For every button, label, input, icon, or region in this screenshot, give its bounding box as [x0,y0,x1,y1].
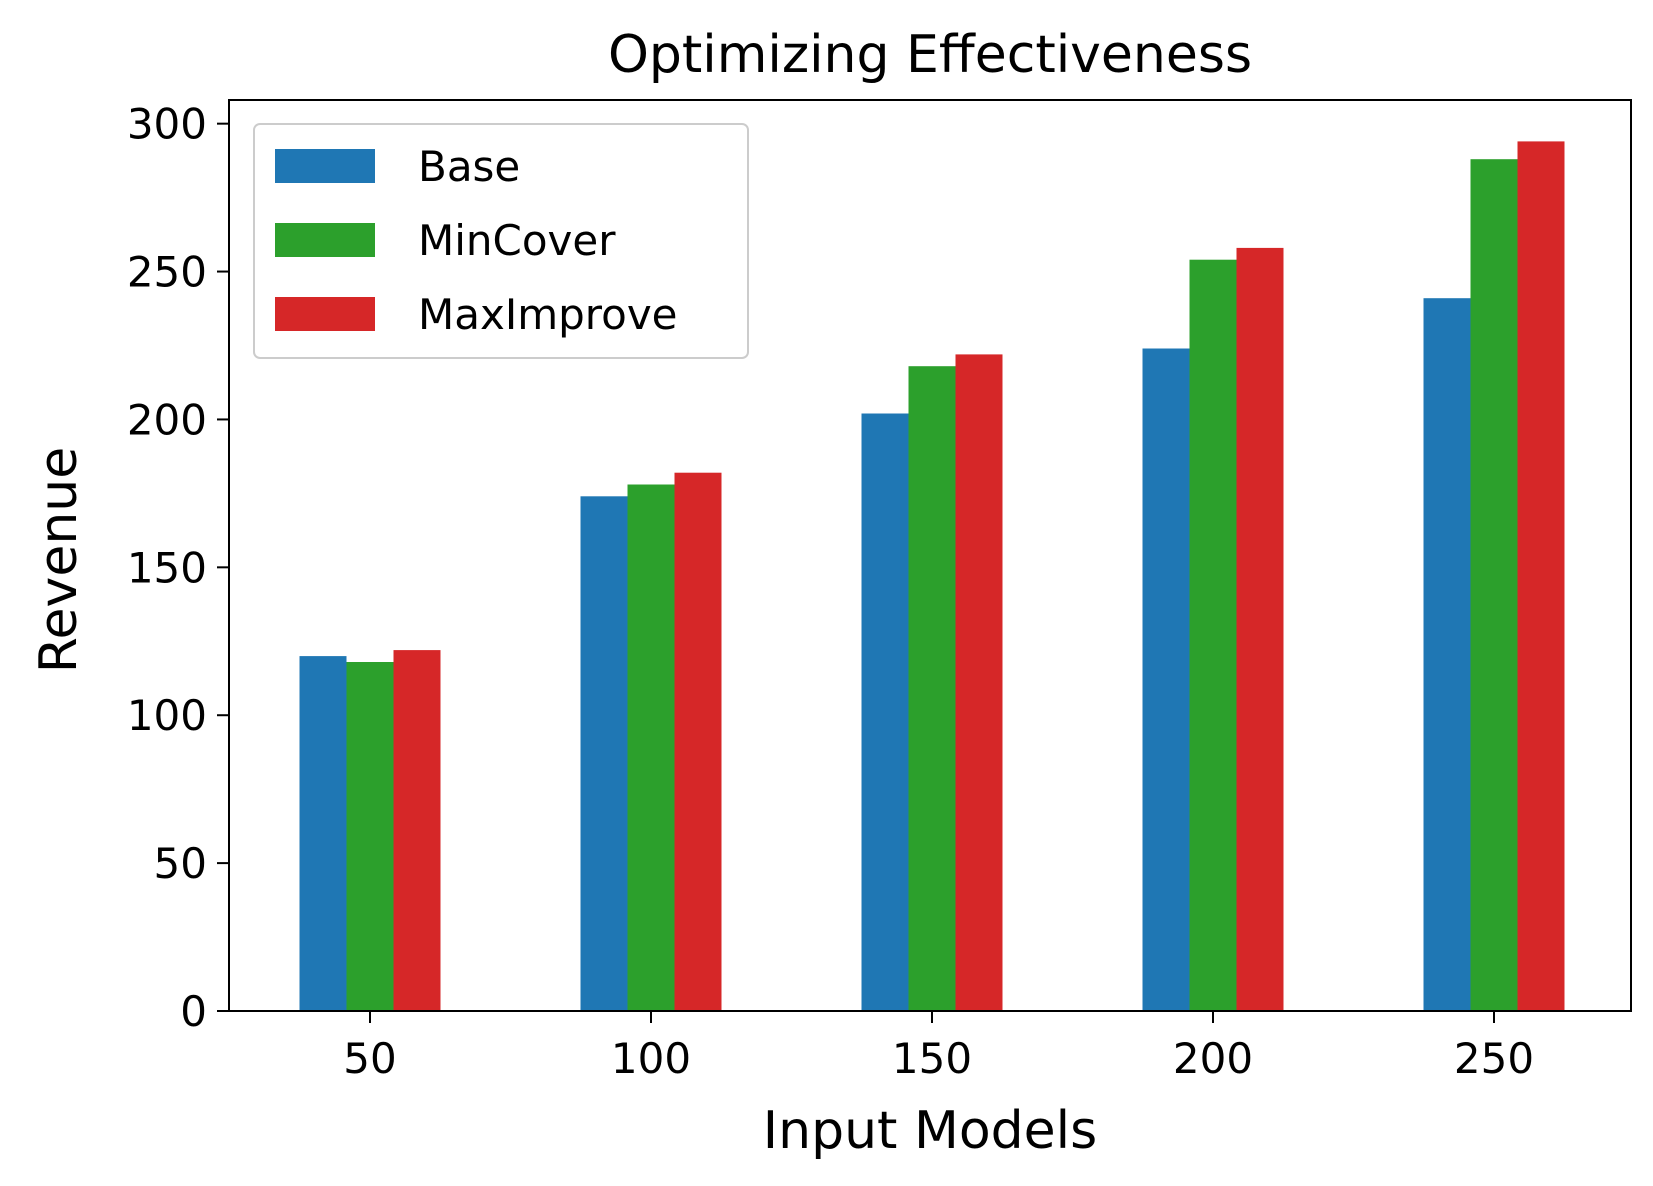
bar-maximprove-200 [1236,247,1284,1011]
y-tick-label: 250 [127,248,207,297]
legend-swatch-maximprove [275,297,375,331]
bar-maximprove-250 [1517,141,1565,1011]
y-tick-label: 150 [127,543,207,592]
bar-mincover-250 [1470,159,1518,1011]
legend-swatch-base [275,149,375,183]
bar-mincover-150 [908,366,956,1011]
bars-group [299,141,1565,1011]
bar-mincover-200 [1189,259,1237,1011]
y-tick-label: 50 [154,839,207,888]
bar-base-50 [299,656,347,1011]
y-tick-label: 0 [180,987,207,1036]
legend: Base MinCover MaxImprove [253,123,749,359]
x-tick-label: 50 [343,1034,396,1083]
x-tick-label: 200 [1173,1034,1253,1083]
bar-mincover-50 [346,662,394,1011]
x-tick-label: 100 [611,1034,691,1083]
legend-label-maximprove: MaxImprove [418,290,678,339]
x-axis-label: Input Models [763,1101,1097,1161]
bar-maximprove-150 [955,354,1003,1011]
plot-frame [228,99,1632,1012]
legend-label-mincover: MinCover [418,216,616,265]
y-tick-label: 300 [127,100,207,149]
bar-base-200 [1142,348,1190,1011]
legend-swatch-mincover [275,223,375,257]
bar-base-250 [1423,298,1471,1011]
bar-base-100 [580,496,628,1011]
y-axis-ticks: 0 50 100 150 200 250 300 [127,100,229,1036]
x-axis-ticks: 50 100 150 200 250 [343,1011,1534,1083]
bar-base-150 [861,413,909,1011]
y-tick-label: 100 [127,691,207,740]
bar-maximprove-50 [393,650,441,1011]
legend-box [253,123,749,359]
y-axis-label: Revenue [29,447,89,673]
bar-maximprove-100 [674,472,722,1011]
bar-mincover-100 [627,484,675,1011]
y-tick-label: 200 [127,395,207,444]
chart-title: Optimizing Effectiveness [608,25,1252,85]
x-tick-label: 250 [1454,1034,1534,1083]
legend-label-base: Base [418,142,520,191]
x-tick-label: 150 [892,1034,972,1083]
